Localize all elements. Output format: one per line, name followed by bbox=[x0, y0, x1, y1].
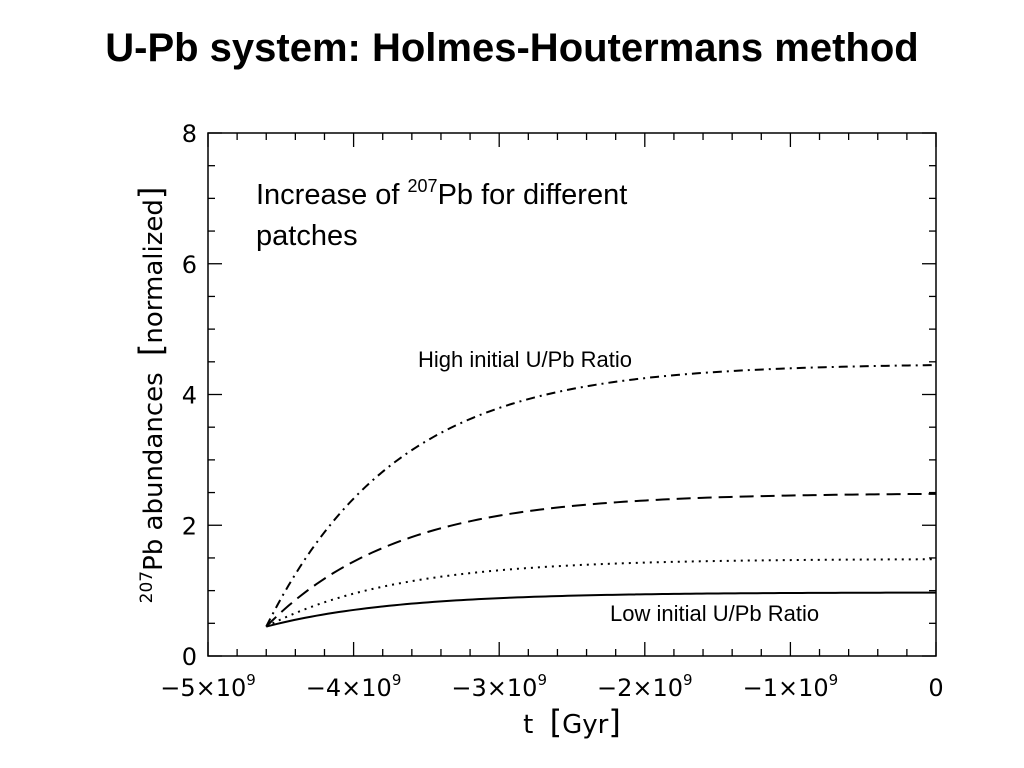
y-axis-prefix: 207 bbox=[137, 571, 157, 603]
plot-frame bbox=[207, 132, 937, 657]
annotation-main-line1: Increase of 207Pb for different bbox=[256, 176, 627, 211]
y-axis-title-text: Pb abundances bbox=[139, 372, 169, 571]
axis-ticks bbox=[207, 132, 937, 657]
y-tick-label: 6 bbox=[182, 251, 197, 279]
y-tick-label: 4 bbox=[182, 382, 197, 410]
x-tick-label: −2×109 bbox=[597, 671, 693, 702]
x-tick-label: −5×109 bbox=[160, 671, 256, 702]
x-tick-label: −3×109 bbox=[451, 671, 547, 702]
annotation-low-ratio: Low initial U/Pb Ratio bbox=[610, 601, 819, 626]
x-axis-title-text: t bbox=[523, 710, 533, 740]
y-tick-labels: 0 2 4 6 8 bbox=[182, 120, 197, 671]
series-lines bbox=[265, 364, 937, 628]
annotation-high-ratio: High initial U/Pb Ratio bbox=[418, 347, 632, 372]
x-axis-title: t [Gyr] bbox=[523, 703, 621, 741]
y-tick-label: 8 bbox=[182, 120, 197, 148]
y-axis-title: 207Pb abundances [normalized] bbox=[132, 187, 170, 604]
x-tick-label: 0 bbox=[928, 674, 943, 702]
x-tick-labels: −5×109 −4×109 −3×109 −2×109 −1×109 0 bbox=[160, 671, 943, 702]
series-line-dotted bbox=[265, 558, 937, 628]
series-line-solid bbox=[265, 591, 937, 628]
x-tick-label: −1×109 bbox=[743, 671, 839, 702]
y-tick-label: 0 bbox=[182, 643, 197, 671]
y-axis-unit: normalized bbox=[139, 199, 169, 343]
x-axis-unit: Gyr bbox=[562, 710, 609, 740]
y-tick-label: 2 bbox=[182, 512, 197, 540]
slide-title: U-Pb system: Holmes-Houtermans method bbox=[105, 26, 919, 70]
series-line-dashdot bbox=[265, 364, 937, 628]
x-tick-label: −4×109 bbox=[306, 671, 402, 702]
annotation-main-line2: patches bbox=[256, 220, 358, 252]
series-line-dashed bbox=[265, 492, 937, 628]
